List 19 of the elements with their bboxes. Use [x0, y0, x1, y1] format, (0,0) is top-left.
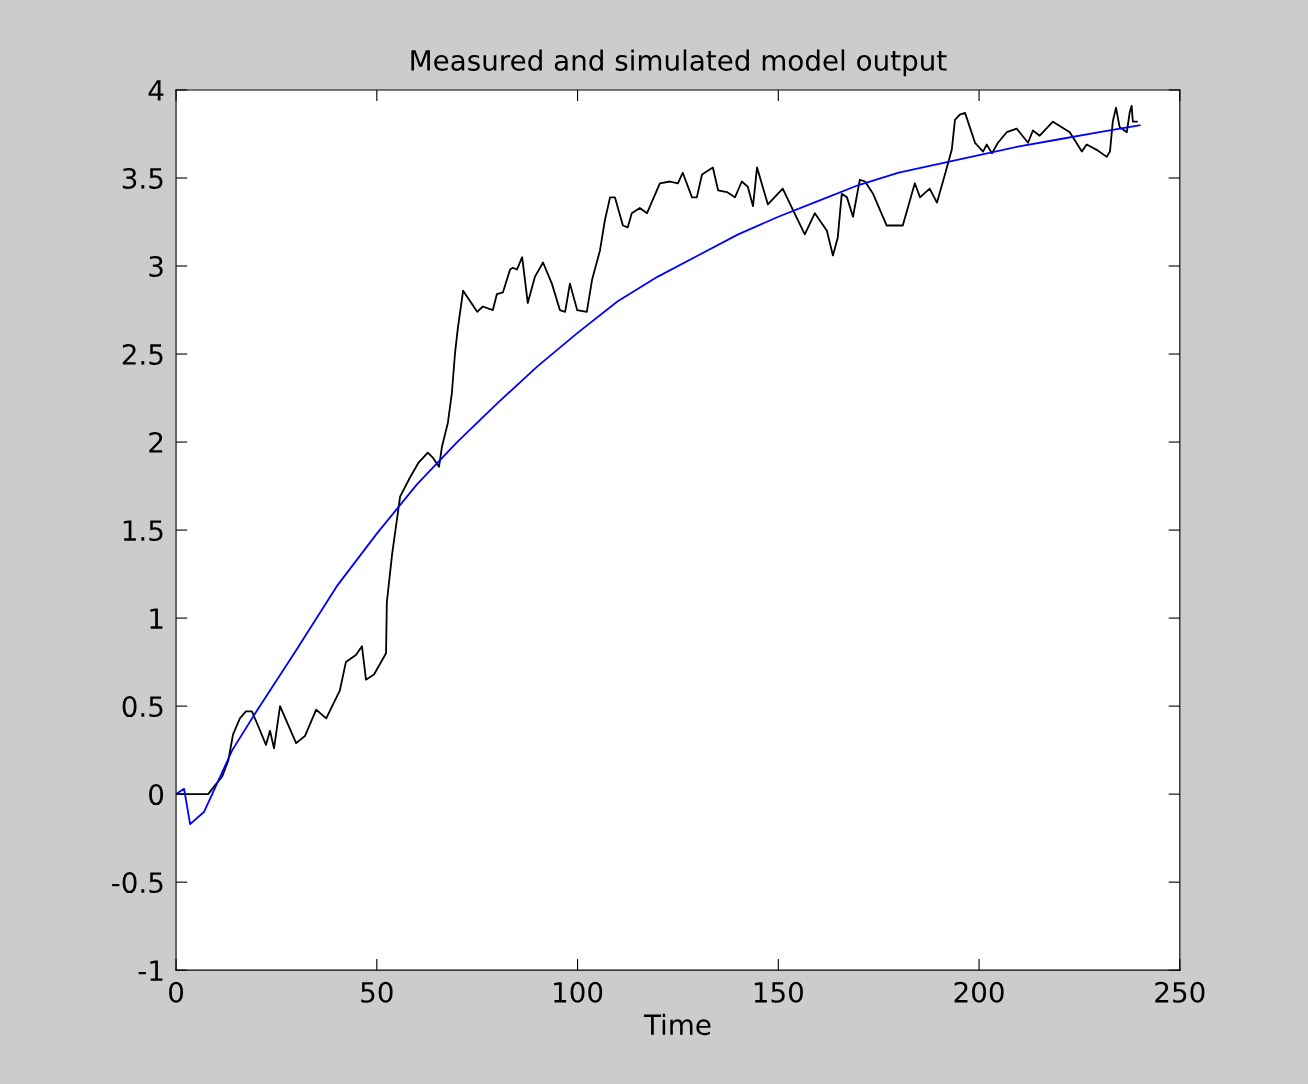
- y-tick-label: -1: [138, 960, 163, 981]
- y-tick-label: -0.5: [112, 872, 163, 894]
- x-tick-label: 250: [1155, 981, 1205, 1003]
- chart-title: Measured and simulated model output: [411, 49, 947, 77]
- y-tick-label: 3.5: [122, 167, 163, 189]
- y-tick-label: 3: [149, 255, 163, 277]
- y-tick-label: 0.5: [122, 696, 163, 718]
- x-tick-label: 100: [554, 981, 603, 1003]
- x-tick-label: 0: [169, 981, 184, 1003]
- y-tick-label: 2.5: [122, 343, 163, 365]
- y-tick-label: 4: [148, 80, 164, 101]
- y-tick-label: 0: [149, 784, 164, 806]
- y-tick-label: 1: [150, 608, 163, 629]
- x-tick-label: 150: [754, 981, 803, 1003]
- x-tick-label: 200: [954, 981, 1004, 1003]
- x-tick-label: 50: [361, 981, 393, 1003]
- y-tick-label: 1.5: [123, 520, 163, 542]
- x-axis-title: Time: [643, 1013, 711, 1036]
- y-tick-label: 2: [149, 431, 163, 453]
